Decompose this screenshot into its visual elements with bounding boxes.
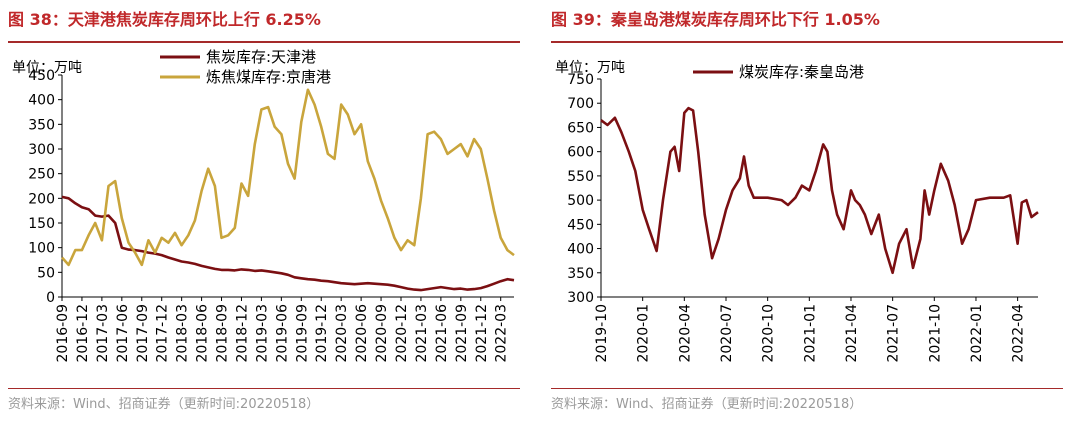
x-tick-label: 2020-12 <box>394 304 410 363</box>
title-rule <box>551 41 1063 43</box>
y-tick-label: 600 <box>567 145 594 161</box>
series-line-1 <box>600 106 1039 275</box>
legend-label-2: 炼焦煤库存:京唐港 <box>206 68 331 86</box>
x-tick-label: 2021-04 <box>844 304 860 363</box>
chart-plot-39: 300 350 400 450 500 550 600 650 700 750 2019-10 202… <box>555 60 1039 363</box>
y-tick-label: 350 <box>28 117 55 133</box>
y-tick-label: 150 <box>28 216 55 232</box>
x-tick-label: 2017-06 <box>115 304 131 363</box>
x-tick-label: 2019-03 <box>254 304 270 363</box>
unit-label: 单位：万吨 <box>555 60 625 76</box>
x-tick-label: 2017-09 <box>135 304 151 363</box>
chart-plot-38: 0 50 100 150 200 250 300 350 400 450 2016-09 2016-1… <box>12 48 515 363</box>
x-tick-label: 2016-09 <box>55 304 71 363</box>
x-tick-label: 2020-07 <box>719 304 735 363</box>
chart-panel-39: 图 39：秦皇岛港煤炭库存周环比下行 1.05% 300 350 400 450 500… <box>543 0 1067 427</box>
y-tick-label: 500 <box>567 193 594 209</box>
y-tick-label: 700 <box>567 96 594 112</box>
y-tick-label: 450 <box>28 68 55 84</box>
source-note: 资料来源：Wind、招商证券（更新时间:20220518） <box>8 397 320 412</box>
unit-label: 单位：万吨 <box>12 60 82 76</box>
y-tick-label: 550 <box>567 169 594 185</box>
x-tick-label: 2021-10 <box>927 304 943 363</box>
x-tick-label: 2016-12 <box>75 304 91 363</box>
y-tick-label: 50 <box>37 265 55 281</box>
x-tick-label: 2017-12 <box>155 304 171 363</box>
y-tick-label: 350 <box>567 266 594 282</box>
x-tick-label: 2018-12 <box>234 304 250 363</box>
x-tick-label: 2021-06 <box>434 304 450 363</box>
y-tick-label: 650 <box>567 120 594 136</box>
x-tick-label: 2019-12 <box>314 304 330 363</box>
title-rule <box>8 41 520 43</box>
x-tick-label: 2019-06 <box>274 304 290 363</box>
footer-rule <box>8 388 520 389</box>
x-tick-label: 2020-09 <box>374 304 390 363</box>
footer-rule <box>551 388 1063 389</box>
x-tick-label: 2021-07 <box>886 304 902 363</box>
series-line-2 <box>61 88 515 267</box>
x-tick-label: 2022-04 <box>1011 304 1027 363</box>
x-tick-label: 2021-01 <box>802 304 818 363</box>
y-tick-label: 400 <box>28 93 55 109</box>
y-tick-label: 250 <box>28 167 55 183</box>
chart-panel-38: 图 38：天津港焦炭库存周环比上行 6.25% 0 50 100 150 200 250 3… <box>0 0 533 427</box>
figure-title: 图 39：秦皇岛港煤炭库存周环比下行 1.05% <box>551 10 880 29</box>
x-tick-label: 2020-04 <box>677 304 693 363</box>
x-tick-label: 2019-09 <box>294 304 310 363</box>
x-tick-label: 2022-03 <box>494 304 510 363</box>
x-tick-label: 2022-01 <box>969 304 985 363</box>
legend-label-1: 焦炭库存:天津港 <box>206 48 316 66</box>
x-tick-label: 2018-06 <box>195 304 211 363</box>
y-tick-label: 0 <box>46 290 55 306</box>
y-tick-label: 750 <box>567 72 594 88</box>
y-tick-label: 300 <box>28 142 55 158</box>
x-tick-label: 2017-03 <box>95 304 111 363</box>
x-tick-label: 2021-03 <box>414 304 430 363</box>
x-tick-label: 2018-03 <box>175 304 191 363</box>
x-tick-label: 2020-03 <box>334 304 350 363</box>
x-tick-label: 2018-09 <box>215 304 231 363</box>
figure-title: 图 38：天津港焦炭库存周环比上行 6.25% <box>8 10 321 29</box>
x-tick-label: 2021-09 <box>454 304 470 363</box>
x-tick-label: 2020-01 <box>636 304 652 363</box>
x-tick-label: 2020-06 <box>354 304 370 363</box>
y-tick-label: 450 <box>567 217 594 233</box>
legend-label-1: 煤炭库存:秦皇岛港 <box>739 63 864 81</box>
y-tick-label: 100 <box>28 241 55 257</box>
y-tick-label: 200 <box>28 191 55 207</box>
y-tick-label: 400 <box>567 242 594 258</box>
y-tick-label: 300 <box>567 290 594 306</box>
x-tick-label: 2021-12 <box>474 304 490 363</box>
x-tick-label: 2020-10 <box>761 304 777 363</box>
x-tick-label: 2019-10 <box>594 304 610 363</box>
source-note: 资料来源：Wind、招商证券（更新时间:20220518） <box>551 397 863 412</box>
series-line-1 <box>61 195 515 292</box>
